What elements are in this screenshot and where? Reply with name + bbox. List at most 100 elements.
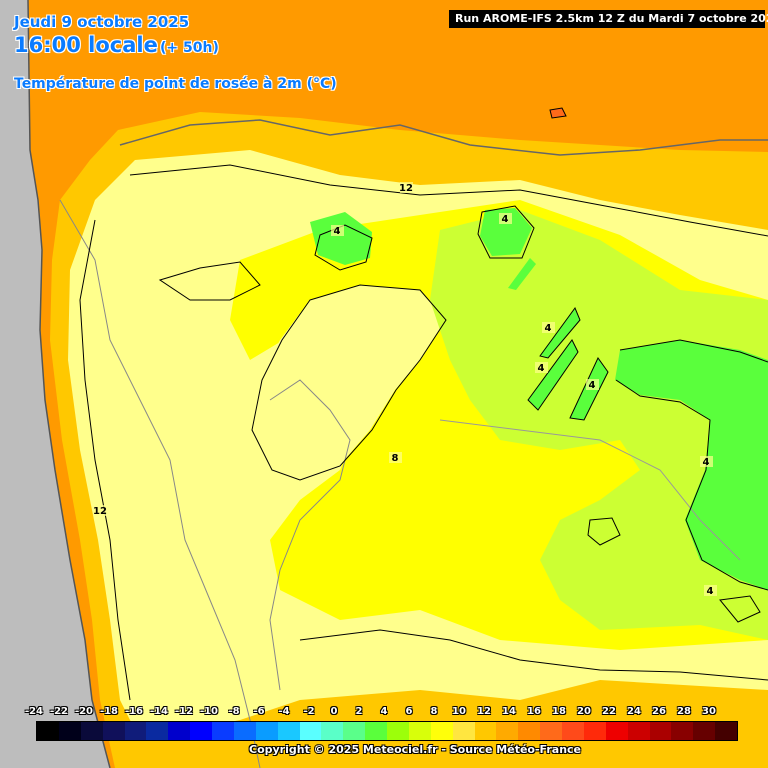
legend-tick: 12: [477, 706, 491, 717]
legend-swatch: [212, 722, 234, 740]
legend-tick: -24: [24, 706, 44, 717]
legend-tick: 24: [627, 706, 641, 717]
legend-swatch: [715, 722, 737, 740]
legend-swatch: [365, 722, 387, 740]
legend-tick: -8: [228, 706, 240, 717]
legend-tick: 8: [430, 706, 438, 717]
contour-line: [615, 339, 768, 591]
contour-line: [477, 205, 535, 259]
legend-swatch: [452, 722, 475, 740]
legend-swatch: [627, 722, 650, 740]
legend-swatch: [430, 722, 453, 740]
legend-tick: -18: [99, 706, 119, 717]
legend-swatch: [168, 722, 191, 740]
legend-tick: -2: [303, 706, 315, 717]
border-line: [59, 199, 261, 768]
contour-label: 4: [545, 323, 552, 334]
legend-swatch: [387, 722, 409, 740]
border-line: [439, 419, 741, 561]
legend-swatch: [474, 722, 497, 740]
legend-tick: 16: [527, 706, 541, 717]
legend-tick: -14: [149, 706, 169, 717]
run-info-box: Run AROME-IFS 2.5km 12 Z du Mardi 7 octo…: [449, 10, 768, 28]
coast-line: [27, 0, 111, 768]
contour-label: 4: [703, 457, 710, 468]
field-green-nw: [310, 212, 372, 265]
field-green-n: [480, 208, 532, 256]
legend-tick: 6: [405, 706, 413, 717]
legend-tick: 20: [577, 706, 591, 717]
legend-swatch: [102, 722, 125, 740]
contour-label: 4: [707, 586, 714, 597]
legend-tick: -6: [253, 706, 265, 717]
field-yellow-green: [430, 210, 768, 640]
legend-swatch: [408, 722, 431, 740]
ocean-west: [0, 0, 110, 768]
legend-tick: 0: [330, 706, 338, 717]
legend-swatch: [124, 722, 147, 740]
legend-tick: -4: [278, 706, 290, 717]
legend-tick: 14: [502, 706, 516, 717]
contour-label: 4: [538, 363, 545, 374]
legend-tick: 22: [602, 706, 616, 717]
contour-label-bg: [535, 362, 548, 373]
legend-tick: -10: [199, 706, 219, 717]
legend-tick: 30: [702, 706, 716, 717]
legend-tick: 28: [677, 706, 691, 717]
legend-tick: 10: [452, 706, 466, 717]
contour-label: 12: [399, 183, 413, 194]
copyright-text: Copyright © 2025 Meteociel.fr - Source M…: [249, 743, 582, 756]
legend-swatch: [299, 722, 322, 740]
contour-line: [539, 306, 581, 359]
legend-swatch: [190, 722, 212, 740]
legend-swatch: [321, 722, 344, 740]
contour-label: 4: [589, 380, 596, 391]
legend-tick: -16: [124, 706, 144, 717]
contour-line: [314, 224, 373, 271]
contour-label-bg: [542, 322, 555, 333]
legend-swatch: [146, 722, 169, 740]
legend-swatch: [255, 722, 278, 740]
legend-tick: 4: [380, 706, 388, 717]
contour-label-bg: [94, 505, 107, 516]
contour-label-bg: [704, 585, 717, 596]
field-green-streak4: [508, 258, 536, 290]
contour-label-bg: [331, 225, 344, 236]
forecast-date: Jeudi 9 octobre 2025: [14, 13, 190, 31]
forecast-lead-time: (+ 50h): [160, 40, 219, 56]
contour-label-bg: [499, 213, 512, 224]
legend-tick: 18: [552, 706, 566, 717]
legend-tick: -12: [174, 706, 194, 717]
contour-line: [569, 357, 609, 421]
contour-line: [79, 219, 131, 701]
legend-swatch: [693, 722, 716, 740]
legend-swatch: [562, 722, 584, 740]
contour-label: 4: [334, 226, 341, 237]
color-legend: [36, 721, 738, 741]
contour-label-bg: [586, 379, 599, 390]
legend-tick: -22: [49, 706, 69, 717]
contour-line: [527, 339, 579, 411]
legend-swatch: [605, 722, 628, 740]
legend-swatch: [518, 722, 541, 740]
contour-label-bg: [400, 182, 413, 193]
legend-tick: -20: [74, 706, 94, 717]
legend-swatch: [649, 722, 672, 740]
field-green-east: [615, 340, 768, 590]
legend-swatch: [496, 722, 519, 740]
legend-swatch: [540, 722, 562, 740]
contour-line: [299, 629, 768, 681]
legend-swatch: [671, 722, 694, 740]
legend-swatch: [233, 722, 256, 740]
legend-tick: 26: [652, 706, 666, 717]
legend-swatch: [583, 722, 606, 740]
legend-swatch: [80, 722, 103, 740]
contour-line: [719, 595, 761, 623]
contour-label: 4: [502, 214, 509, 225]
legend-swatch: [37, 722, 59, 740]
field-pale-lobe: [250, 285, 445, 480]
forecast-time: 16:00 locale: [14, 33, 158, 57]
field-green-streak2: [528, 340, 578, 410]
contour-line: [549, 107, 567, 119]
